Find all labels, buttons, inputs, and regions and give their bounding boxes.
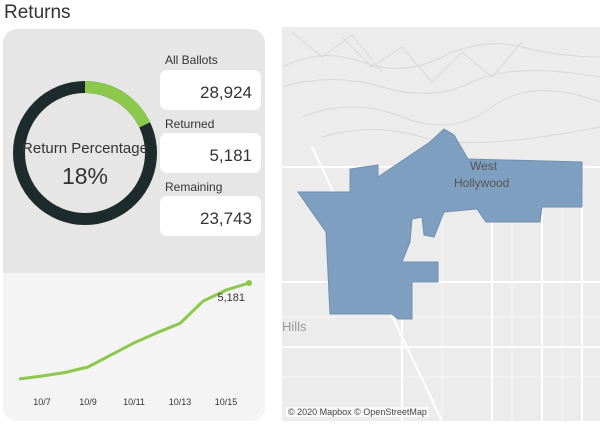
remaining-value: 23,743 xyxy=(200,209,252,228)
donut-svg xyxy=(13,81,157,225)
remaining-card[interactable]: 23,743 xyxy=(160,196,261,236)
returns-line-chart[interactable]: 5,181 10/7 10/9 10/11 10/13 10/15 xyxy=(3,273,265,421)
page-title: Returns xyxy=(4,2,71,23)
remaining-label: Remaining xyxy=(165,180,223,194)
x-tick-label: 10/9 xyxy=(79,397,97,407)
map-attribution[interactable]: © 2020 Mapbox © OpenStreetMap xyxy=(286,407,429,417)
donut-fill-arc xyxy=(84,81,151,128)
map-label-west: West xyxy=(470,159,498,173)
map-svg xyxy=(282,31,600,421)
x-tick-label: 10/13 xyxy=(169,397,192,407)
line-chart-svg: 5,181 10/7 10/9 10/11 10/13 10/15 xyxy=(18,280,252,407)
returned-card[interactable]: 5,181 xyxy=(160,133,261,173)
map-label-hollywood: Hollywood xyxy=(454,176,510,190)
map-label-hills: Hills xyxy=(282,319,307,334)
west-hollywood-region[interactable] xyxy=(297,128,583,320)
all-ballots-card[interactable]: 28,924 xyxy=(160,70,261,110)
x-tick-label: 10/7 xyxy=(33,397,51,407)
terrain-hills xyxy=(282,31,600,144)
last-point-label: 5,181 xyxy=(217,292,245,304)
map-view[interactable]: West Hollywood Hills © 2020 Mapbox © Ope… xyxy=(282,27,600,421)
return-percentage-value: 18% xyxy=(61,163,109,189)
returns-series-line xyxy=(18,281,250,381)
return-percentage-label: Return Percentage xyxy=(22,140,148,157)
thin-streets xyxy=(282,177,600,421)
returned-value: 5,181 xyxy=(209,146,252,165)
x-tick-label: 10/11 xyxy=(123,397,145,407)
returned-label: Returned xyxy=(165,117,215,131)
all-ballots-value: 28,924 xyxy=(200,83,252,102)
returns-panel: Return Percentage 18% All Ballots 28,924… xyxy=(3,29,265,421)
last-point-marker[interactable] xyxy=(246,280,252,286)
x-tick-label: 10/15 xyxy=(215,397,238,407)
return-percentage-donut[interactable]: Return Percentage 18% xyxy=(9,49,161,259)
all-ballots-label: All Ballots xyxy=(165,53,218,67)
